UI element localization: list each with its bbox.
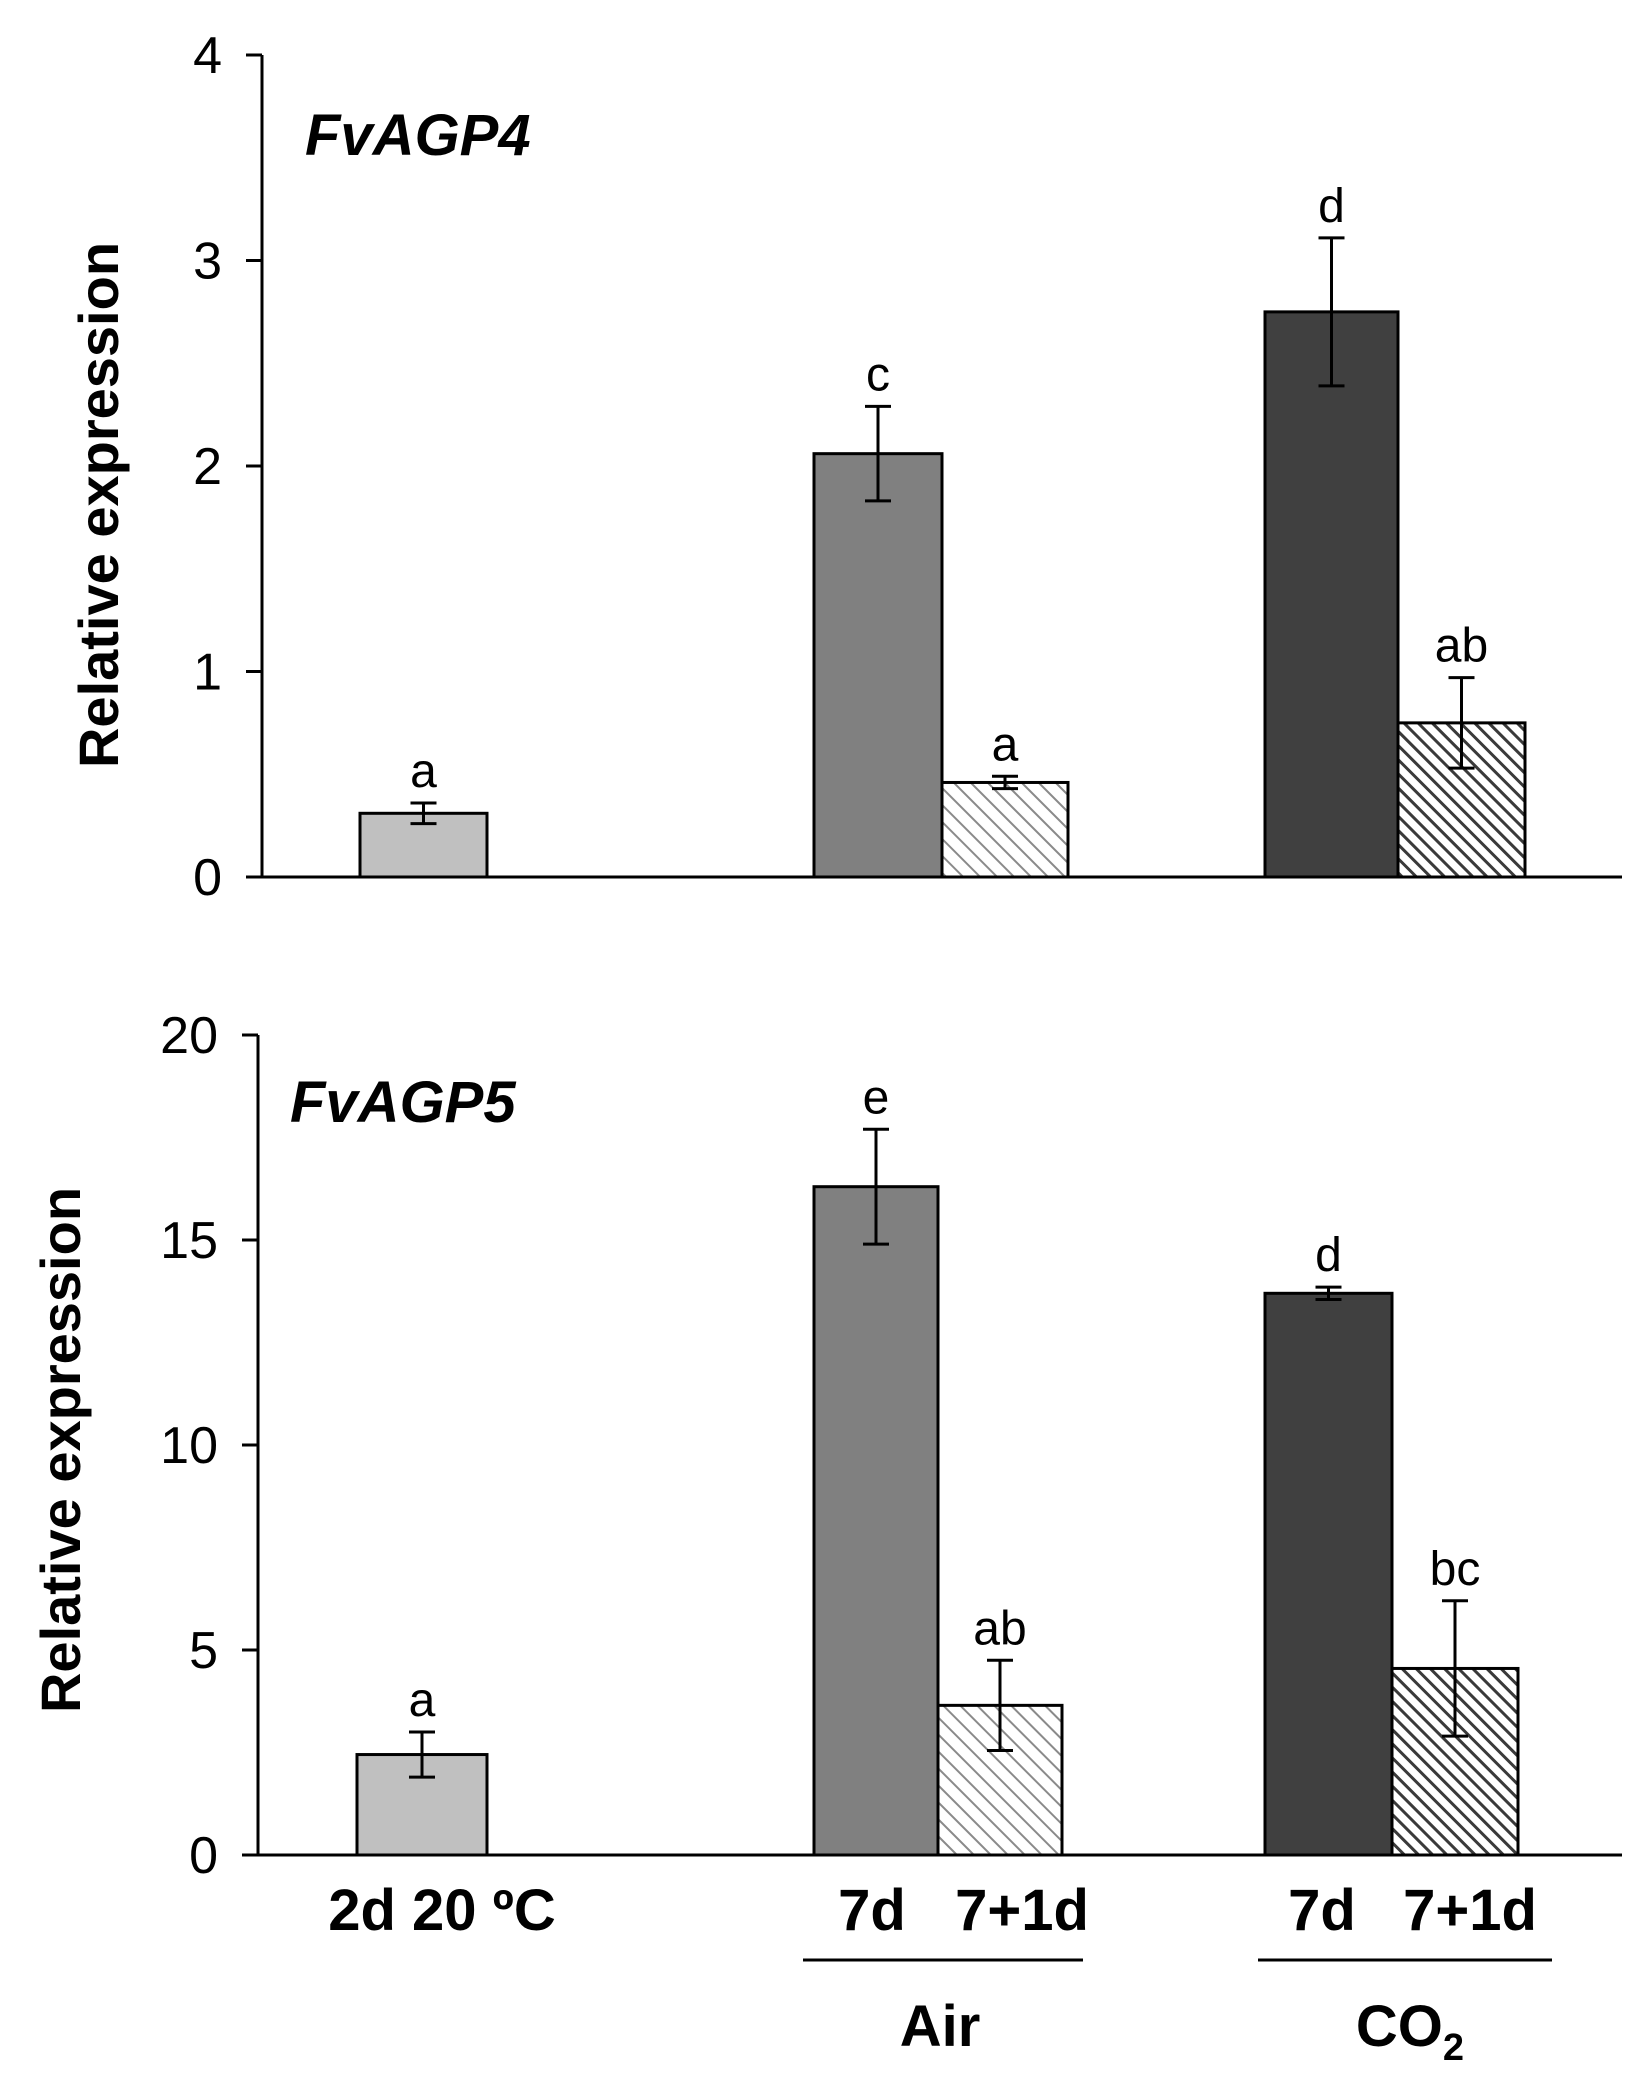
significance-letter: bc: [1430, 1543, 1481, 1596]
group-label-co2-sub: 2: [1443, 2027, 1464, 2069]
significance-letter: a: [409, 1674, 436, 1727]
y-tick-label: 0: [189, 1827, 218, 1885]
y-axis-label: Relative expression: [67, 242, 130, 768]
group-label-air: Air: [900, 1994, 981, 2059]
x-label-air-7p1d: 7+1d: [955, 1878, 1089, 1943]
y-tick-label: 0: [193, 849, 222, 907]
y-tick-label: 2: [193, 438, 222, 496]
significance-letter: d: [1315, 1229, 1342, 1282]
y-tick-label: 15: [160, 1212, 218, 1270]
x-label-control: 2d 20 ºC: [328, 1878, 556, 1943]
group-label-co2: CO2: [1356, 1994, 1464, 2069]
panel-title: FvAGP5: [290, 1070, 516, 1135]
bar-air-7p1d: [940, 780, 1070, 879]
y-tick-label: 4: [193, 27, 222, 85]
y-tick-label: 10: [160, 1417, 218, 1475]
significance-letter: ab: [973, 1602, 1026, 1655]
significance-letter: d: [1318, 180, 1345, 233]
y-tick-label: 3: [193, 233, 222, 291]
panel-title: FvAGP4: [305, 103, 531, 168]
x-label-air-7d: 7d: [838, 1878, 906, 1943]
bar-co2-7d: [1263, 1291, 1394, 1857]
panel-fvagp4: FvAGP4 Relative expression 0 1 2 3 4 a c a d ab: [67, 27, 1622, 907]
significance-letter: e: [863, 1071, 890, 1124]
significance-letter: c: [866, 348, 890, 401]
bar-air-7d: [812, 452, 944, 879]
y-tick-label: 1: [193, 644, 222, 702]
y-tick-label: 20: [160, 1007, 218, 1065]
x-axis-labels: 2d 20 ºC 7d 7+1d 7d 7+1d Air CO2: [328, 1878, 1552, 2069]
bar-co2-7d: [1263, 310, 1400, 879]
y-axis-label: Relative expression: [29, 1187, 92, 1713]
significance-letter: ab: [1435, 620, 1488, 673]
panel-fvagp5: FvAGP5 Relative expression 0 5 10 15 20 a e ab d…: [29, 1007, 1622, 1885]
significance-letter: a: [992, 718, 1019, 771]
group-label-co2-base: CO: [1356, 1994, 1443, 2059]
bar-air-7d: [812, 1185, 940, 1857]
x-label-co2-7d: 7d: [1288, 1878, 1356, 1943]
significance-letter: a: [410, 745, 437, 798]
y-tick-label: 5: [189, 1622, 218, 1680]
x-label-co2-7p1d: 7+1d: [1403, 1878, 1537, 1943]
